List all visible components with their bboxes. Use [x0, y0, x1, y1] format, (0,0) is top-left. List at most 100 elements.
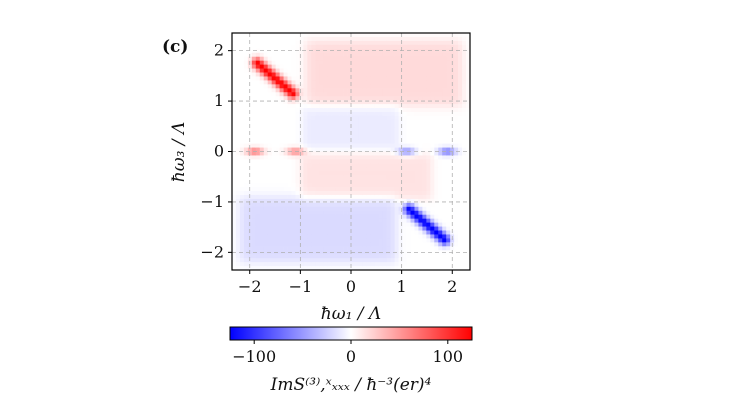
- heatmap-cell: [438, 254, 443, 259]
- heatmap-cell: [402, 80, 407, 85]
- heatmap-cell: [243, 226, 249, 231]
- heatmap-cell: [339, 108, 344, 113]
- heatmap-cell: [394, 52, 399, 58]
- heatmap-cell: [235, 60, 241, 65]
- heatmap-cell: [232, 100, 237, 105]
- heatmap-cell: [398, 254, 403, 259]
- heatmap-cell: [402, 127, 407, 133]
- heatmap-cell: [271, 72, 277, 77]
- heatmap-cell: [311, 226, 316, 231]
- heatmap-cell: [386, 167, 392, 172]
- heatmap-cell: [402, 56, 407, 62]
- heatmap-cell: [402, 151, 407, 156]
- heatmap-cell: [287, 183, 292, 188]
- heatmap-cell: [283, 151, 288, 156]
- heatmap-cell: [370, 56, 376, 62]
- heatmap-cell: [287, 36, 292, 42]
- heatmap-cell: [430, 68, 435, 73]
- heatmap-cell: [366, 60, 372, 65]
- heatmap-cell: [331, 40, 336, 46]
- heatmap-cell: [271, 250, 277, 255]
- heatmap-cell: [438, 179, 443, 184]
- heatmap-cell: [462, 230, 467, 235]
- heatmap-cell: [263, 171, 269, 176]
- heatmap-cell: [235, 112, 241, 117]
- heatmap-cell: [303, 238, 308, 243]
- heatmap-cell: [442, 159, 447, 164]
- heatmap-cell: [331, 108, 336, 113]
- heatmap-cell: [462, 167, 467, 172]
- heatmap-cell: [283, 104, 288, 109]
- heatmap-cell: [347, 266, 352, 271]
- heatmap-cell: [339, 175, 344, 180]
- heatmap-cell: [327, 108, 332, 113]
- heatmap-cell: [283, 262, 288, 267]
- heatmap-cell: [327, 175, 332, 180]
- heatmap-cell: [374, 100, 380, 105]
- heatmap-cell: [243, 198, 249, 204]
- heatmap-cell: [315, 167, 320, 172]
- heatmap-cell: [339, 115, 344, 121]
- heatmap-cell: [275, 151, 280, 156]
- heatmap-cell: [422, 194, 427, 200]
- heatmap-cell: [311, 127, 316, 133]
- heatmap-cell: [386, 262, 392, 267]
- heatmap-cell: [291, 198, 296, 204]
- heatmap-cell: [378, 40, 384, 46]
- heatmap-cell: [362, 56, 368, 62]
- heatmap-cell: [275, 84, 280, 89]
- heatmap-cell: [347, 131, 352, 137]
- heatmap-cell: [315, 92, 320, 97]
- heatmap-cell: [335, 147, 340, 152]
- heatmap-cell: [398, 60, 403, 65]
- heatmap-cell: [331, 147, 336, 152]
- heatmap-cell: [386, 80, 392, 85]
- heatmap-cell: [339, 135, 344, 141]
- heatmap-cell: [243, 163, 249, 168]
- heatmap-cell: [434, 206, 439, 212]
- heatmap-cell: [267, 230, 273, 235]
- heatmap-cell: [283, 92, 288, 97]
- heatmap-cell: [354, 206, 360, 212]
- heatmap-cell: [394, 127, 399, 133]
- heatmap-cell: [362, 214, 368, 220]
- heatmap-cell: [358, 64, 364, 69]
- heatmap-cell: [366, 68, 372, 73]
- heatmap-cell: [279, 33, 284, 38]
- heatmap-cell: [426, 198, 431, 204]
- heatmap-cell: [442, 198, 447, 204]
- heatmap-cell: [287, 112, 292, 117]
- heatmap-cell: [434, 36, 439, 42]
- heatmap-cell: [418, 234, 423, 239]
- heatmap-cell: [335, 171, 340, 176]
- heatmap-cell: [303, 36, 308, 42]
- heatmap-cell: [339, 96, 344, 101]
- heatmap-cell: [263, 108, 269, 113]
- heatmap-cell: [454, 206, 459, 212]
- heatmap-cell: [454, 214, 459, 220]
- heatmap-cell: [458, 80, 463, 85]
- heatmap-cell: [339, 88, 344, 93]
- heatmap-cell: [362, 210, 368, 216]
- heatmap-cell: [366, 218, 372, 223]
- heatmap-cell: [307, 56, 312, 62]
- heatmap-cell: [402, 40, 407, 46]
- heatmap-cell: [462, 56, 467, 62]
- heatmap-cell: [307, 214, 312, 220]
- heatmap-cell: [263, 175, 269, 180]
- heatmap-cell: [263, 135, 269, 141]
- heatmap-cell: [259, 214, 265, 220]
- heatmap-cell: [454, 151, 459, 156]
- heatmap-cell: [382, 56, 388, 62]
- heatmap-cell: [275, 226, 280, 231]
- heatmap-cell: [386, 104, 392, 109]
- heatmap-cell: [255, 159, 261, 164]
- heatmap-cell: [263, 127, 269, 133]
- heatmap-cell: [255, 84, 261, 89]
- heatmap-cell: [295, 44, 300, 50]
- heatmap-cell: [358, 198, 364, 204]
- heatmap-cell: [291, 258, 296, 263]
- heatmap-cell: [271, 210, 277, 216]
- heatmap-cell: [410, 266, 415, 271]
- heatmap-cell: [394, 112, 399, 117]
